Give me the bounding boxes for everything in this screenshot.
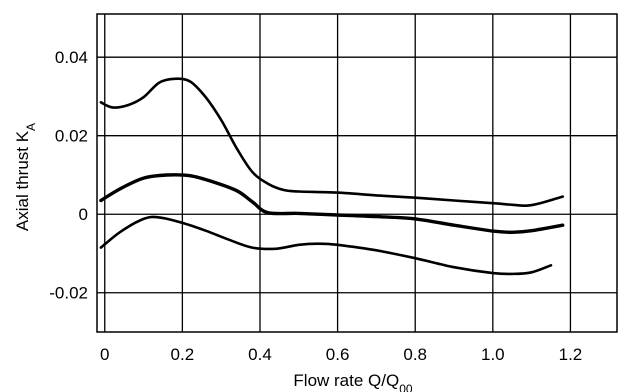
x-tick-label: 1.0 [481,345,505,364]
x-tick-label: 0.2 [171,345,195,364]
y-tick-label: -0.02 [49,284,88,303]
series-line-3 [99,215,553,276]
y-axis-label-main: Axial thrust K [13,130,32,231]
y-tick-label: 0.04 [55,48,88,67]
series-line-2 [99,173,565,234]
x-tick-labels: 0 0.2 0.4 0.6 0.8 1.0 1.2 [100,345,582,364]
y-tick-labels: -0.02 0 0.02 0.04 [49,48,88,303]
x-axis-label: Flow rate Q/Q00 [293,371,412,392]
x-tick-label: 0.8 [403,345,427,364]
x-axis-label-sub: 00 [399,382,413,392]
y-tick-label: 0 [79,205,88,224]
y-axis-label-sub: A [24,123,38,131]
x-tick-label: 0.6 [326,345,350,364]
y-tick-label: 0.02 [55,127,88,146]
series-layer [99,77,565,276]
x-tick-label: 0.4 [248,345,272,364]
x-axis-label-main: Flow rate Q/Q [293,371,399,390]
grid [97,14,617,332]
x-tick-label: 0 [100,345,109,364]
y-axis-label: Axial thrust KA [13,123,38,231]
plot-frame [96,13,618,333]
series-line-1 [99,77,564,207]
x-tick-label: 1.2 [559,345,583,364]
